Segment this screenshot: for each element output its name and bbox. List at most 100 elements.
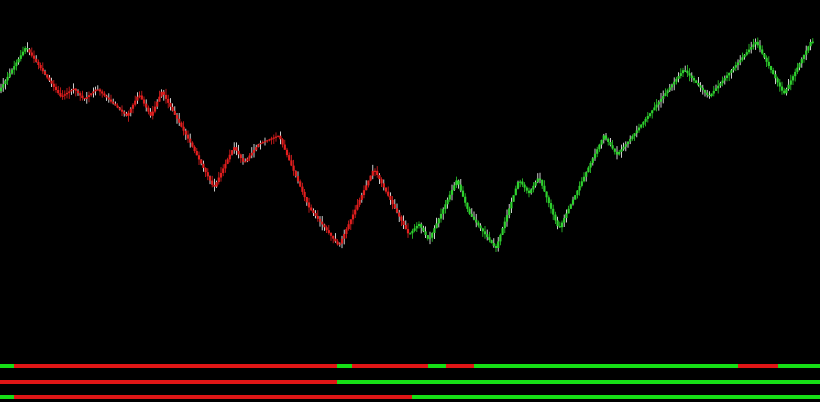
candle-body (754, 41, 757, 45)
candle-body (48, 77, 51, 81)
candle-body (783, 90, 786, 94)
candle-body (98, 89, 102, 92)
candle-body (618, 151, 621, 155)
candle-body (347, 224, 350, 230)
candle-body (571, 199, 575, 205)
candle-body (426, 235, 429, 239)
candle-body (567, 208, 570, 214)
candle-body (739, 59, 742, 63)
candle-body (2, 84, 5, 88)
candle-body (81, 95, 84, 99)
candle-body (83, 98, 86, 100)
signal-strip-3-segment (412, 395, 820, 399)
candle-body (72, 88, 75, 91)
candle-body (497, 241, 500, 248)
candle-body (345, 229, 348, 234)
candle-body (46, 74, 49, 78)
candle-body (677, 75, 680, 79)
candle-body (142, 99, 146, 104)
candle-body (193, 146, 196, 152)
candle-body (510, 201, 513, 209)
candle-body (285, 149, 289, 156)
candle-body (195, 151, 198, 156)
candle-body (662, 96, 665, 99)
candle-body (182, 126, 185, 131)
candle-body (354, 209, 357, 215)
candle-body (270, 138, 273, 140)
candle-body (428, 237, 432, 239)
candle-body (26, 48, 29, 50)
candle-body (778, 82, 781, 87)
candle-body (723, 78, 726, 81)
candle-body (13, 66, 16, 70)
candle-body (255, 147, 258, 150)
signal-strip-1-segment (428, 364, 446, 368)
candle-body (138, 95, 141, 97)
candle-body (35, 58, 38, 62)
candle-body (613, 148, 616, 152)
candle-body (257, 144, 260, 148)
candle-body (461, 190, 465, 197)
candle-body (189, 138, 192, 143)
candle-body (435, 223, 438, 229)
candle-body (17, 58, 20, 63)
candle-body (261, 142, 264, 144)
candle-body (521, 181, 524, 185)
candle-body (340, 238, 344, 244)
candle-body (202, 163, 205, 168)
candle-body (633, 133, 636, 137)
candle-body (118, 107, 121, 110)
candle-body (635, 130, 638, 134)
candle-body (587, 167, 590, 173)
candle-body (736, 62, 740, 66)
signal-strip-3-segment (14, 395, 412, 399)
candle-body (248, 155, 251, 159)
candle-body (32, 55, 36, 59)
candle-body (607, 138, 610, 142)
candle-body (371, 170, 374, 176)
candle-body (307, 202, 311, 208)
candle-body (85, 97, 88, 99)
candle-body (222, 168, 225, 173)
candle-body (332, 235, 335, 239)
candle-body (457, 180, 460, 185)
candle-body (505, 215, 509, 222)
candle-body (791, 76, 795, 81)
candle-body (761, 49, 764, 54)
candle-body (455, 180, 458, 186)
signal-strip-1-segment (738, 364, 778, 368)
candle-body (708, 95, 711, 97)
candle-body (710, 93, 713, 97)
candle-body (70, 90, 73, 92)
candle-body (477, 222, 480, 226)
candle-body (402, 220, 405, 225)
candle-body (525, 187, 528, 191)
candle-body (576, 190, 579, 196)
candle-body (279, 135, 282, 140)
candle-body (556, 220, 559, 227)
candle-body (358, 199, 361, 205)
candle-body (787, 84, 790, 89)
candle-body (615, 151, 619, 155)
candle-body (640, 124, 643, 128)
candle-body (411, 230, 414, 234)
candle-body (15, 62, 18, 67)
candle-body (180, 122, 183, 127)
candle-body (365, 185, 368, 191)
candle-body (343, 233, 346, 239)
candle-body (54, 86, 58, 90)
candle-body (574, 195, 577, 200)
candle-body (593, 153, 597, 159)
candle-body (470, 213, 473, 217)
candle-body (453, 185, 456, 191)
candle-body (200, 159, 203, 164)
candle-body (725, 75, 729, 79)
candle-body (167, 98, 170, 103)
candle-body (629, 138, 632, 142)
candle-body (327, 230, 330, 233)
candle-body (659, 98, 663, 102)
candle-body (380, 179, 383, 184)
candle-body (805, 50, 808, 55)
candle-body (147, 107, 150, 112)
candle-body (501, 228, 504, 235)
